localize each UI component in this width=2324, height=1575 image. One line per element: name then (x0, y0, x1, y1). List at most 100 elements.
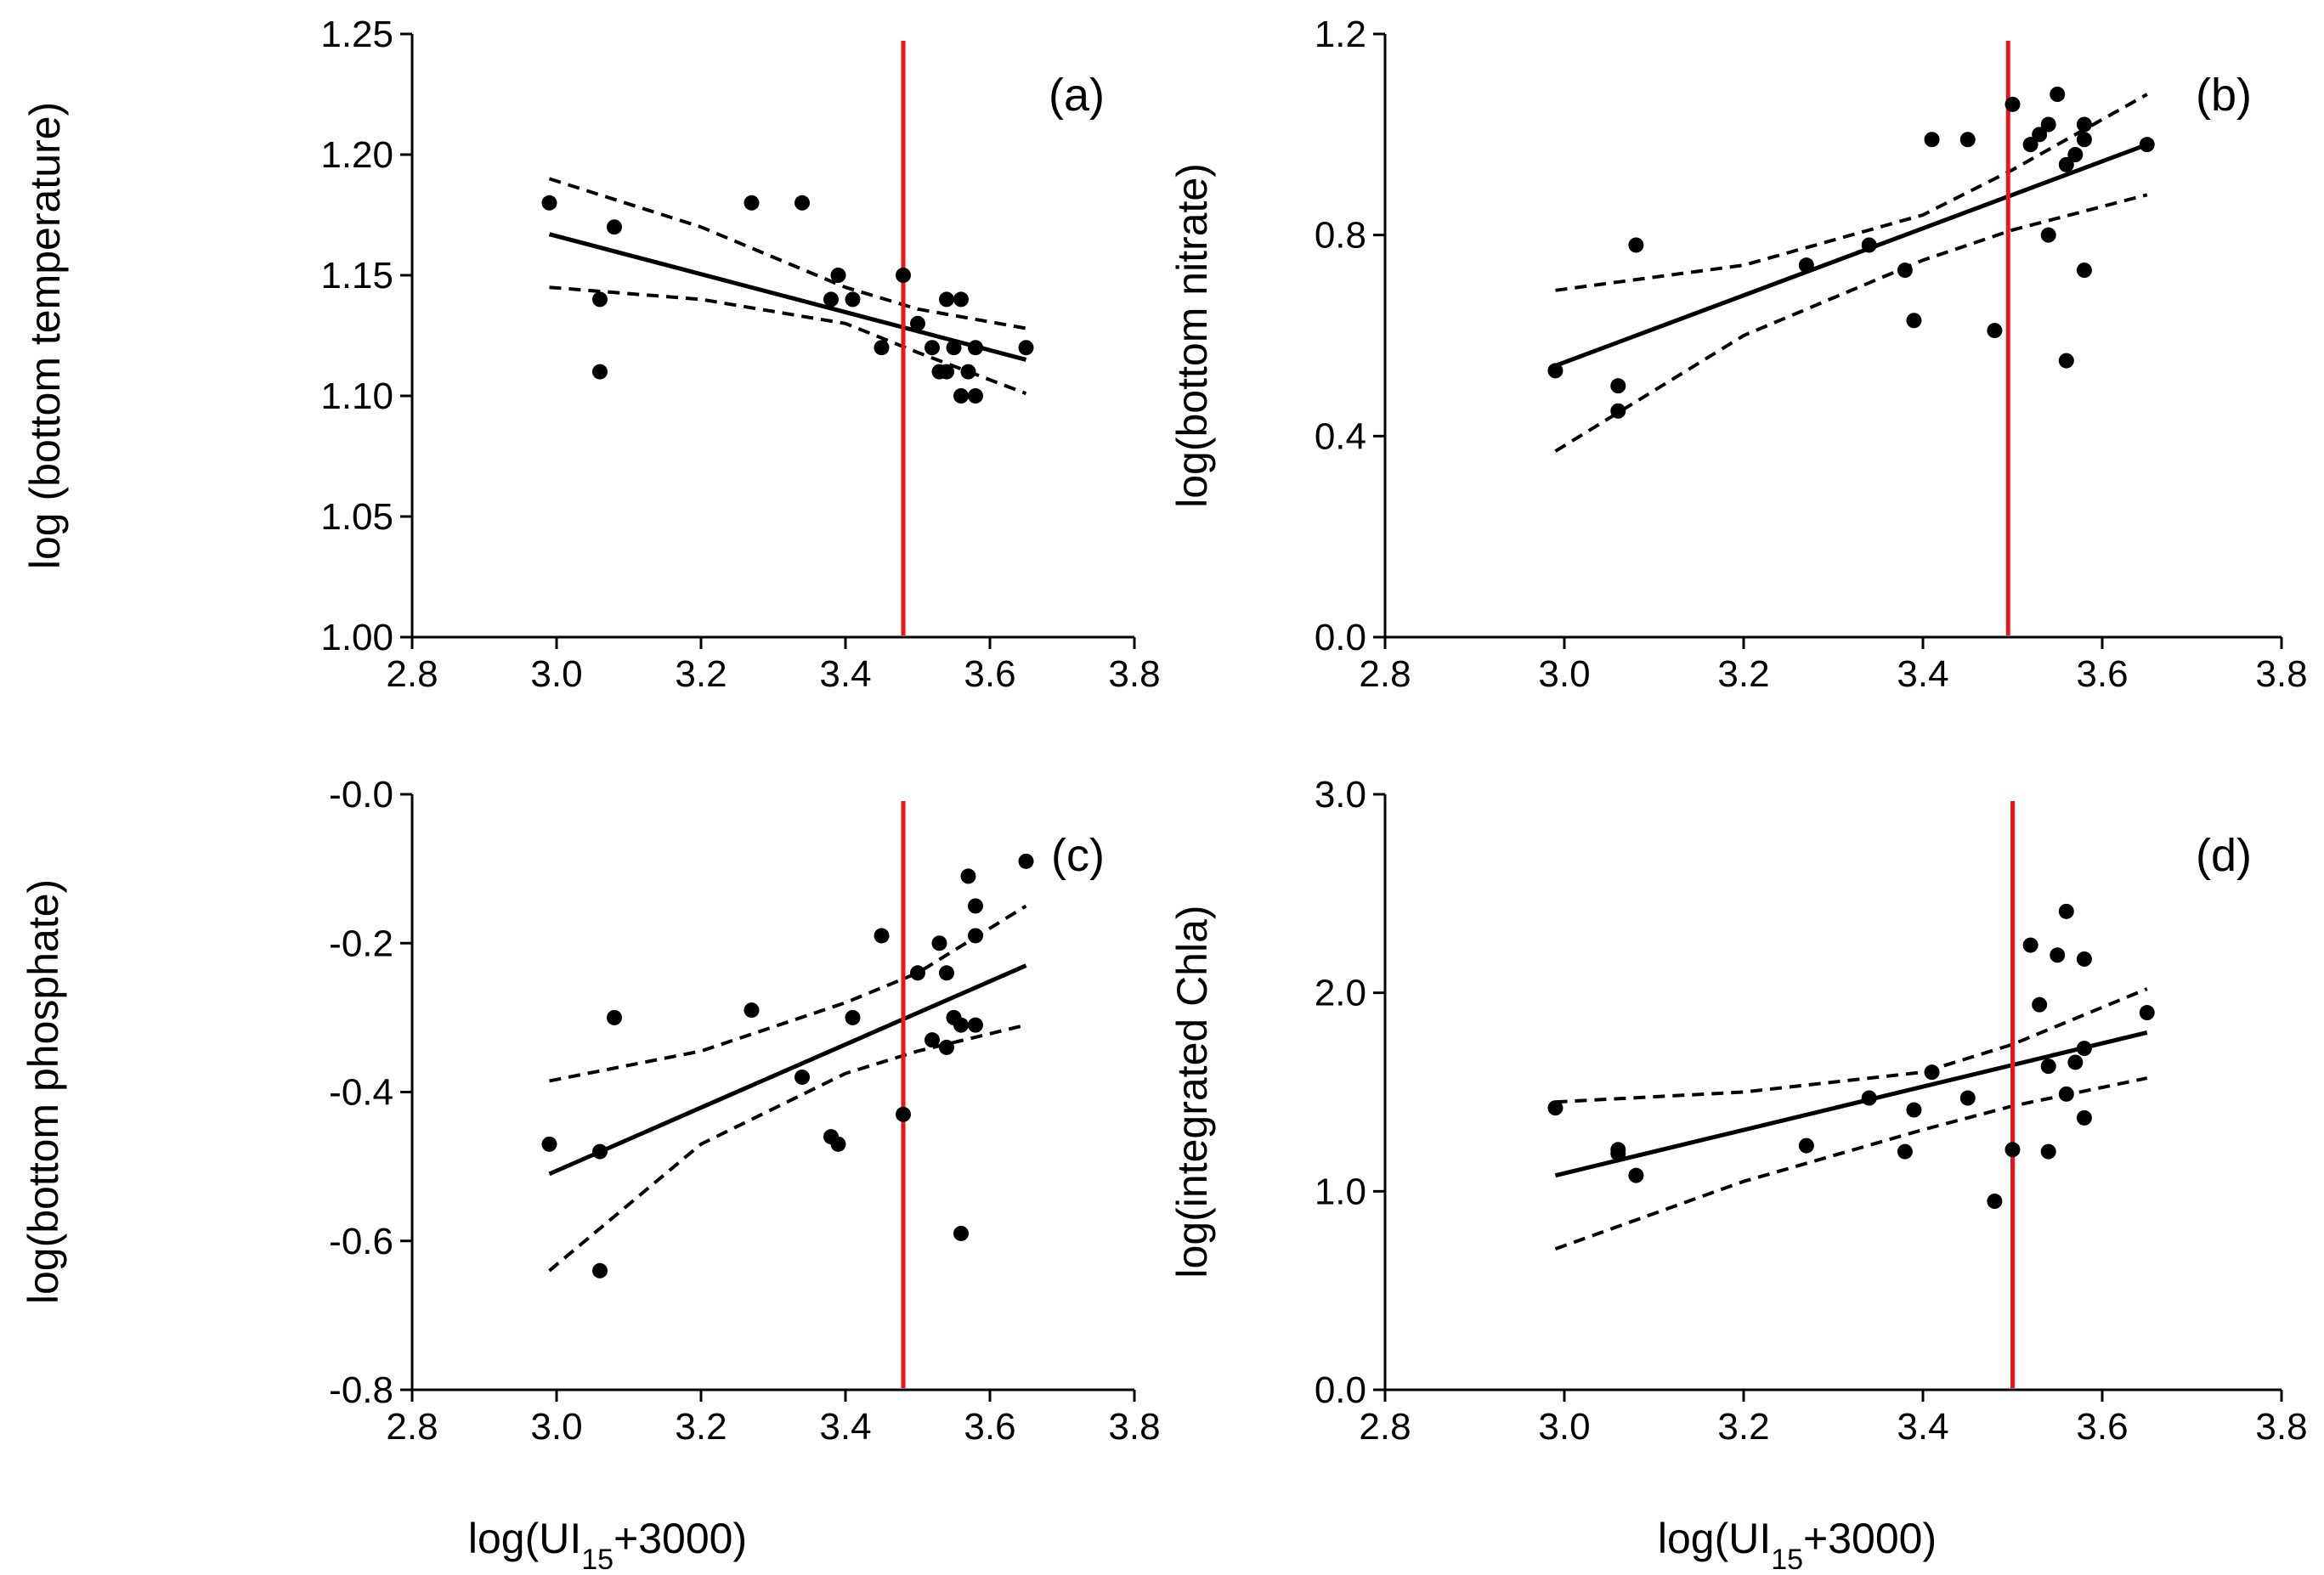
y-axis-title: log(bottom phosphate) (20, 879, 67, 1304)
y-tick-label: 2.0 (1315, 973, 1366, 1014)
y-tick-label: 0.4 (1315, 415, 1366, 457)
x-tick-label: 3.0 (530, 1406, 582, 1448)
confidence-band-upper (1555, 93, 2148, 292)
regression-line (1554, 1030, 2148, 1178)
y-tick-label: 3.0 (1315, 774, 1366, 816)
data-point (2058, 1086, 2074, 1102)
confidence-band-lower (548, 1023, 1026, 1273)
data-point (794, 195, 810, 211)
data-point (592, 1262, 608, 1279)
data-point (592, 1143, 608, 1160)
x-tick-label: 3.0 (1538, 653, 1590, 695)
data-point (2050, 947, 2066, 963)
data-point (896, 1106, 911, 1122)
x-tick-label: 3.6 (2076, 1406, 2128, 1448)
y-tick-label: 1.10 (320, 375, 393, 417)
x-tick-label: 3.4 (1897, 1406, 1948, 1448)
data-point (823, 291, 839, 308)
data-point (953, 388, 969, 404)
y-tick-label: -0.0 (329, 774, 393, 816)
data-point (925, 340, 940, 356)
y-tick-label: -0.2 (329, 923, 393, 964)
data-point (2139, 137, 2155, 153)
data-point (2022, 937, 2038, 953)
y-tick-label: 1.20 (320, 134, 393, 176)
data-point (2076, 262, 2092, 279)
data-point (1798, 1138, 1814, 1154)
y-axis-title: log(integrated Chla) (1168, 905, 1216, 1278)
data-point (1610, 1145, 1626, 1161)
data-point (1897, 262, 1913, 279)
data-point (968, 898, 983, 914)
confidence-band-upper (548, 177, 1026, 330)
x-tick-label: 3.4 (819, 653, 871, 695)
data-point (592, 364, 608, 380)
x-tick-label: 2.8 (1359, 1406, 1411, 1448)
data-point (2058, 156, 2074, 172)
regression-line (548, 963, 1027, 1177)
x-tick-label: 2.8 (386, 653, 438, 695)
data-point (607, 219, 622, 235)
x-tick-label: 3.2 (1717, 653, 1769, 695)
x-tick-label: 3.4 (819, 1406, 871, 1448)
data-point (744, 1002, 760, 1019)
data-point (2058, 903, 2074, 919)
data-point (2076, 1109, 2092, 1126)
y-tick-label: -0.6 (329, 1221, 393, 1262)
data-point (1018, 340, 1034, 356)
data-point (1959, 1090, 1976, 1106)
data-point (874, 928, 890, 944)
x-tick-label: 3.8 (1108, 1406, 1160, 1448)
data-point (2040, 1058, 2056, 1075)
confidence-band-upper (1555, 987, 2148, 1104)
x-tick-label: 2.8 (386, 1406, 438, 1448)
y-tick-label: -0.8 (329, 1369, 393, 1411)
confidence-band-lower (1554, 193, 2148, 453)
data-point (1861, 1090, 1877, 1106)
x-tick-label: 3.2 (675, 653, 727, 695)
x-tick-label: 3.6 (964, 653, 1015, 695)
data-point (830, 268, 846, 283)
data-point (1798, 257, 1814, 274)
data-point (1610, 403, 1626, 419)
y-axis-title: log (bottom temperature) (21, 102, 69, 569)
panel-a: 2.8 3.0 3.2 3.4 3.6 3.8 1.00 1.05 1.10 1.15 1.20 1.… (21, 14, 1161, 695)
data-point (592, 291, 608, 308)
x-tick-label: 3.8 (2255, 1406, 2307, 1448)
data-point (953, 1017, 969, 1033)
data-point (1987, 1194, 2003, 1210)
data-point (2139, 1005, 2155, 1021)
panel-c: 2.8 3.0 3.2 3.4 3.6 3.8 -0.8 -0.6 -0.4 -0.2 -0.0 lo… (20, 774, 1161, 1448)
x-axis-title-left: log(UI15+3000) (468, 1515, 747, 1575)
x-axis-title-right: log(UI15+3000) (1658, 1515, 1937, 1575)
y-tick-label: 1.00 (320, 617, 393, 658)
panel-label: (c) (1051, 830, 1105, 881)
data-point (2076, 116, 2092, 133)
data-point (541, 195, 557, 211)
data-point (1906, 313, 1922, 329)
data-point (960, 364, 976, 380)
data-point (1610, 378, 1626, 394)
data-point (939, 1039, 954, 1055)
data-point (2058, 353, 2074, 369)
data-point (939, 291, 954, 308)
data-point (939, 364, 954, 380)
x-tick-label: 3.8 (2255, 653, 2307, 695)
data-point (874, 340, 890, 356)
data-point (1547, 1100, 1563, 1116)
x-axis-title-subscript: 15 (1771, 1544, 1803, 1575)
x-tick-label: 2.8 (1359, 653, 1411, 695)
data-point (2067, 147, 2084, 162)
x-tick-label: 3.6 (2076, 653, 2128, 695)
data-point (2076, 1041, 2092, 1057)
data-point (1906, 1102, 1922, 1118)
data-point (968, 388, 983, 404)
panel-label: (d) (2196, 830, 2252, 881)
data-point (845, 291, 861, 308)
panel-label: (b) (2196, 70, 2252, 121)
data-point (2032, 996, 2048, 1013)
data-point (1628, 237, 1644, 253)
data-point (946, 340, 962, 356)
data-point (960, 868, 976, 884)
